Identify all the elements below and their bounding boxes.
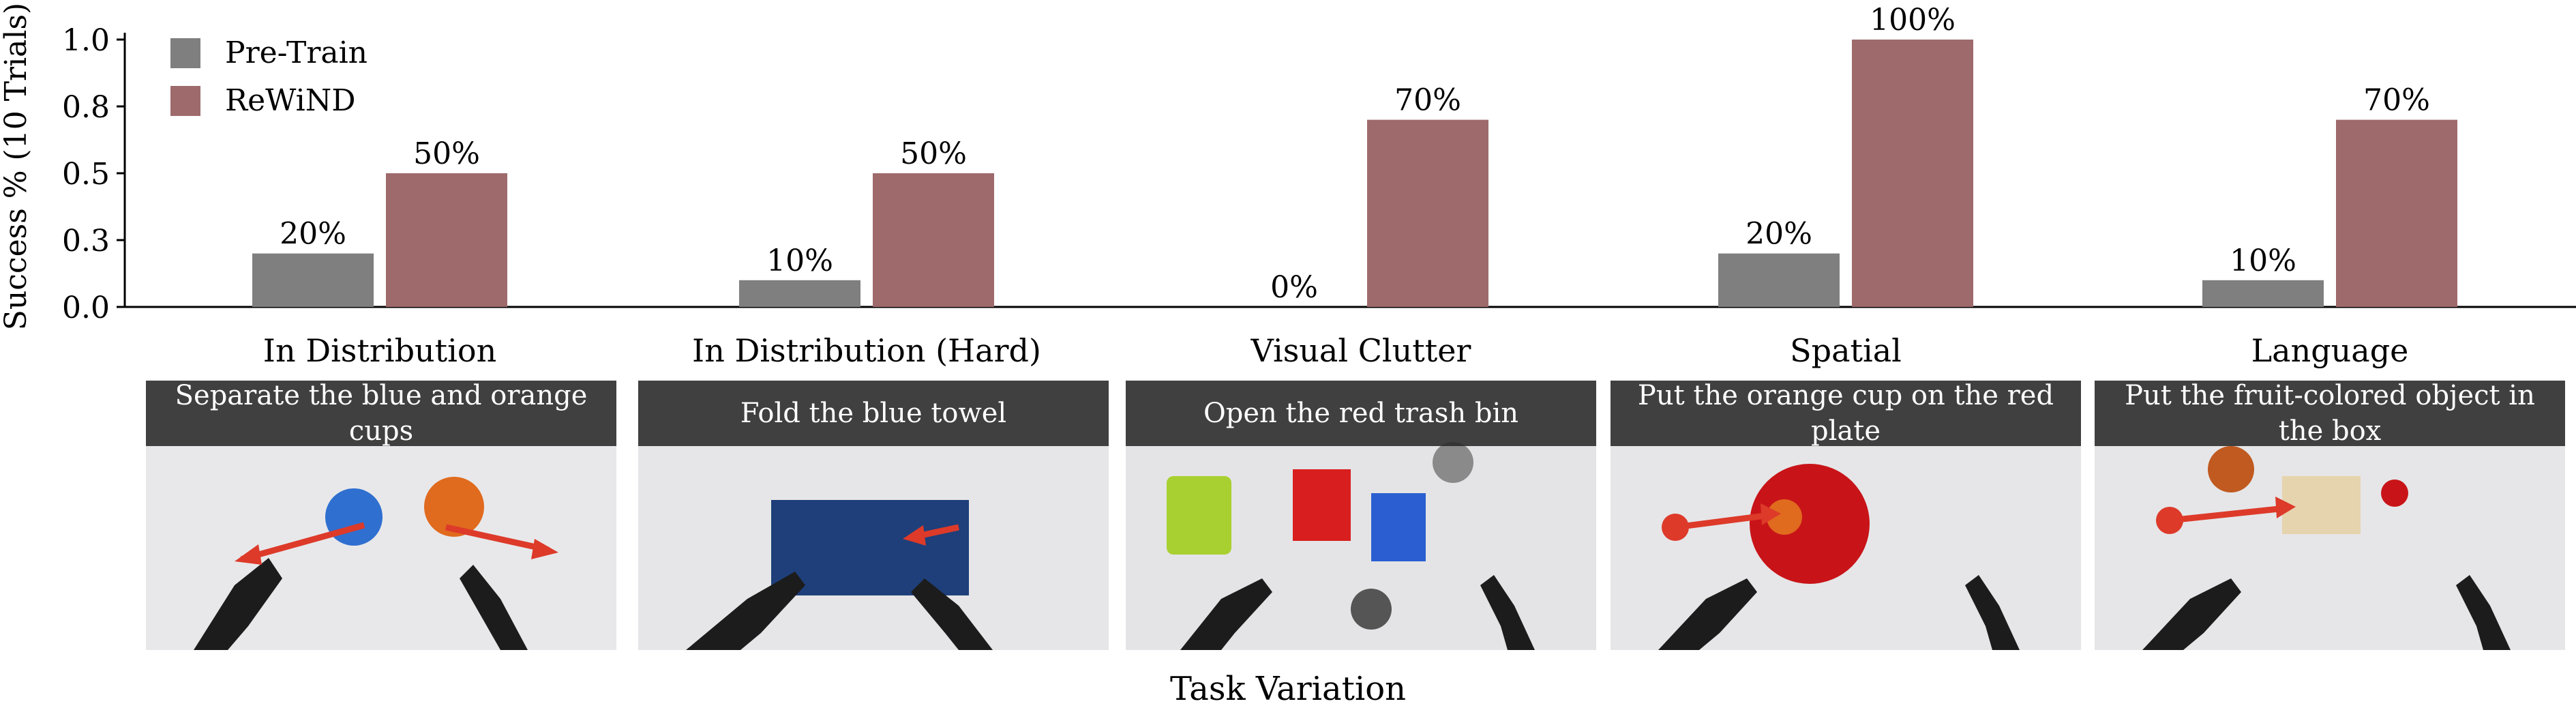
bar-chart: 0.0 0.3 0.5 0.8 1.0 Success % (10 Trials) In D…: [0, 3, 2576, 369]
y-axis-label: Success % (10 Trials): [0, 3, 33, 330]
task-photo-2: [638, 446, 1109, 650]
task-panel-5: Put the fruit-colored object in the box: [2095, 381, 2565, 650]
chart-legend: Pre-Train ReWiND: [170, 35, 368, 118]
chart-bars: 20% 50% 10% 50% 0% 70% 20% 100% 10% 70%: [252, 3, 2457, 307]
x-tick-label: In Distribution: [263, 332, 496, 369]
caption-text: Fold the blue towel: [740, 398, 1007, 429]
task-photo-1: [146, 446, 616, 650]
y-tick-label: 0.5: [62, 157, 110, 192]
legend-label: ReWiND: [225, 83, 355, 118]
task-panel-3: Open the red trash bin: [1126, 381, 1596, 650]
legend-swatch: [170, 86, 200, 116]
chart-axes: 0.0 0.3 0.5 0.8 1.0 Success % (10 Trials) In D…: [0, 3, 2576, 369]
bar-value-label: 0%: [1270, 270, 1318, 305]
caption-text: Open the red trash bin: [1203, 398, 1519, 429]
x-tick-label: Visual Clutter: [1250, 332, 1471, 369]
y-tick-label: 0.8: [62, 90, 110, 125]
y-tick-label: 0.0: [62, 291, 110, 325]
bar-value-label: 70%: [1394, 83, 1461, 118]
caption-text: Put the orange cup on the red plate: [1637, 381, 2054, 447]
bar-pretrain: [2202, 280, 2324, 307]
bar-pretrain: [252, 253, 374, 307]
task-caption-5: Put the fruit-colored object in the box: [2095, 381, 2565, 447]
y-tick-label: 1.0: [62, 23, 110, 58]
task-panel-2: Fold the blue towel: [638, 381, 1109, 650]
bar-rewind: [1852, 40, 1973, 307]
bar-value-label: 20%: [1746, 217, 1812, 252]
task-photo-4: [1611, 446, 2081, 650]
x-tick-label: Language: [2251, 332, 2409, 369]
legend-label: Pre-Train: [225, 35, 368, 70]
y-tick-label: 0.3: [62, 224, 110, 259]
x-axis-label: Task Variation: [1169, 670, 1407, 708]
task-panel-1: Separate the blue and orange cups: [146, 381, 616, 650]
bar-value-label: 50%: [900, 136, 967, 171]
bar-pretrain: [1718, 253, 1840, 307]
bar-rewind: [2336, 119, 2457, 307]
task-caption-1: Separate the blue and orange cups: [146, 381, 616, 447]
task-caption-2: Fold the blue towel: [638, 381, 1109, 446]
x-tick-label: Spatial: [1790, 332, 1902, 369]
bar-value-label: 50%: [413, 136, 480, 171]
x-tick-label: In Distribution (Hard): [692, 332, 1041, 369]
bar-value-label: 70%: [2363, 83, 2430, 118]
bar-value-label: 10%: [766, 244, 833, 278]
bar-pretrain: [739, 280, 860, 307]
task-caption-3: Open the red trash bin: [1126, 381, 1596, 446]
task-panel-4: Put the orange cup on the red plate: [1611, 381, 2081, 650]
legend-swatch: [170, 38, 200, 68]
task-caption-4: Put the orange cup on the red plate: [1611, 381, 2081, 447]
task-photo-5: [2095, 446, 2565, 650]
bar-value-label: 20%: [280, 217, 346, 252]
bar-value-label: 10%: [2230, 244, 2296, 278]
bar-rewind: [873, 173, 994, 307]
bar-value-label: 100%: [1870, 3, 1956, 38]
caption-text: Separate the blue and orange cups: [175, 381, 588, 447]
bar-rewind: [1367, 119, 1488, 307]
task-photo-3: [1126, 442, 1596, 650]
caption-text: Put the fruit-colored object in the box: [2125, 381, 2535, 447]
bar-rewind: [386, 173, 507, 307]
